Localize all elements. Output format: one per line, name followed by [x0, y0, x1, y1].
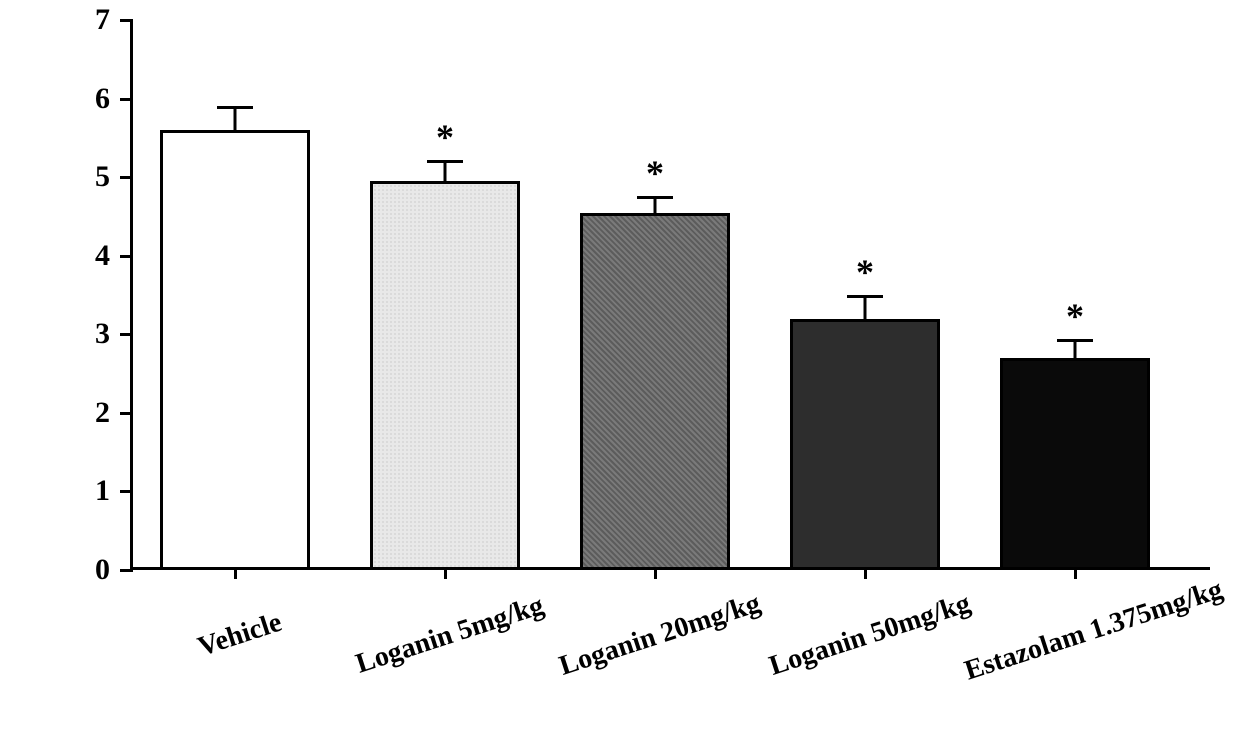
error-bar-stem — [1074, 341, 1077, 358]
x-tick — [234, 567, 237, 579]
significance-mark: * — [1066, 295, 1084, 337]
y-tick-label: 4 — [50, 239, 110, 273]
x-tick — [654, 567, 657, 579]
y-tick-label: 2 — [50, 396, 110, 430]
error-bar-cap — [217, 106, 253, 109]
x-label: Vehicle — [121, 583, 359, 688]
y-tick-label: 3 — [50, 317, 110, 351]
x-label: Loganin 5mg/kg — [331, 583, 569, 688]
x-tick — [864, 567, 867, 579]
error-bar-cap — [847, 295, 883, 298]
error-bar-stem — [864, 297, 867, 319]
error-bar-stem — [234, 108, 237, 130]
error-bar-cap — [637, 196, 673, 199]
x-label: Loganin 50mg/kg — [751, 583, 989, 688]
error-bar-cap — [1057, 339, 1093, 342]
error-bar-cap — [427, 160, 463, 163]
plot-area: * * * * — [130, 20, 1210, 570]
bar — [1000, 358, 1150, 570]
y-tick-label: 5 — [50, 160, 110, 194]
x-tick — [444, 567, 447, 579]
significance-mark: * — [436, 116, 454, 158]
significance-mark: * — [646, 152, 664, 194]
y-tick-label: 1 — [50, 474, 110, 508]
bar-group: * — [790, 20, 940, 570]
bar — [580, 213, 730, 571]
bar-group: * — [370, 20, 520, 570]
bar-group — [160, 20, 310, 570]
sleep-latency-chart: Sleep Latency(min) 01234567 **** Vehicle… — [0, 0, 1240, 741]
y-tick-label: 7 — [50, 3, 110, 37]
error-bar-stem — [654, 198, 657, 212]
x-tick — [1074, 567, 1077, 579]
bar-group: * — [1000, 20, 1150, 570]
x-label: Estazolam 1.375mg/kg — [961, 583, 1199, 688]
bar — [790, 319, 940, 570]
bar — [370, 181, 520, 570]
significance-mark: * — [856, 251, 874, 293]
x-label: Loganin 20mg/kg — [541, 583, 779, 688]
y-tick-label: 6 — [50, 82, 110, 116]
bar-group: * — [580, 20, 730, 570]
y-tick-label: 0 — [50, 553, 110, 587]
bar — [160, 130, 310, 570]
error-bar-stem — [444, 162, 447, 181]
